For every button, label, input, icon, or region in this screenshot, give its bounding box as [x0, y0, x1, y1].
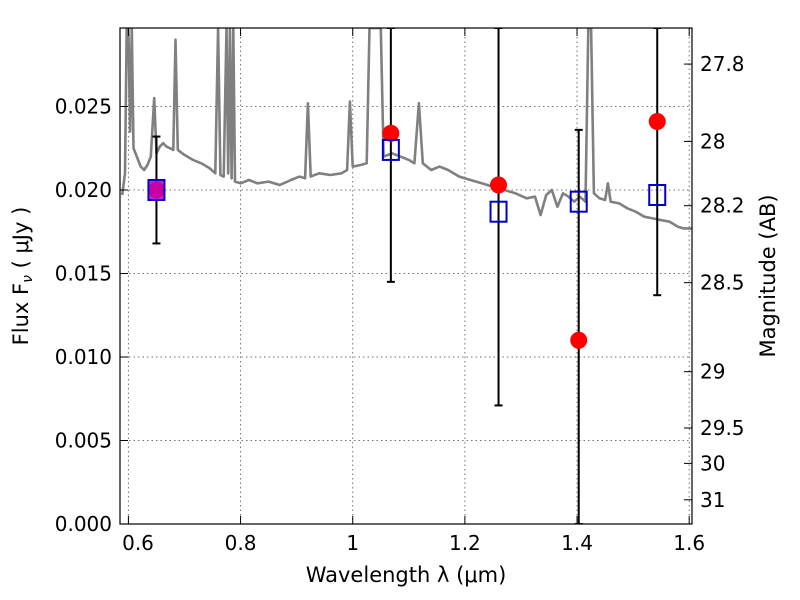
model-band-marker	[489, 200, 508, 223]
y-tick-label: 0.015	[55, 261, 112, 285]
y2-tick-label: 27.8	[700, 52, 745, 76]
y-tick-label: 0.025	[55, 94, 112, 118]
model-band-marker	[569, 190, 588, 213]
y-axis-title-sub: ν	[20, 275, 36, 283]
observed-flux-point	[570, 331, 588, 349]
y2-tick-label: 30	[700, 451, 725, 475]
model-spectrum-line	[120, 28, 692, 230]
y2-tick-label: 28.2	[700, 194, 745, 218]
plot-background	[120, 28, 692, 524]
x-axis-title: Wavelength λ (μm)	[306, 563, 507, 587]
y2-axis-title: Magnitude (AB)	[756, 194, 780, 357]
plot-frame	[119, 27, 693, 525]
y2-tick-label: 31	[700, 488, 725, 512]
y2-tick-label: 29	[700, 360, 725, 384]
y2-tick-label: 28.5	[700, 271, 745, 295]
model-band-marker	[648, 184, 667, 207]
y-tick-label: 0.020	[55, 178, 112, 202]
x-tick-label: 1	[346, 531, 359, 555]
x-tick-label: 0.6	[122, 531, 154, 555]
x-tick-label: 1.2	[449, 531, 481, 555]
x-tick-label: 0.8	[225, 531, 257, 555]
overlap-marker	[149, 180, 164, 199]
x-tick-label: 1.4	[561, 531, 593, 555]
y-tick-label: 0.010	[55, 345, 112, 369]
model-band-marker	[381, 138, 400, 161]
y2-tick-label: 29.5	[700, 416, 745, 440]
y-axis-title-main: Flux F	[9, 283, 33, 345]
model-band-marker	[147, 178, 166, 201]
data-layer	[120, 28, 692, 524]
observed-flux-point	[382, 124, 400, 142]
y-tick-label: 0.005	[55, 428, 112, 452]
y-axis-title-unit: ( μJy )	[9, 207, 33, 275]
y-tick-label: 0.000	[55, 512, 112, 536]
y2-tick-label: 28	[700, 129, 725, 153]
observed-flux-point	[648, 113, 666, 131]
x-tick-label: 1.6	[673, 531, 705, 555]
axes: 0.8 1 1.2 1.4 1.6 0.6 0.000 0.005 0.010 0.015 0.02…	[55, 28, 745, 555]
y-axis-title: Flux Fν ( μJy )	[9, 207, 36, 346]
observed-flux-point	[490, 176, 508, 194]
